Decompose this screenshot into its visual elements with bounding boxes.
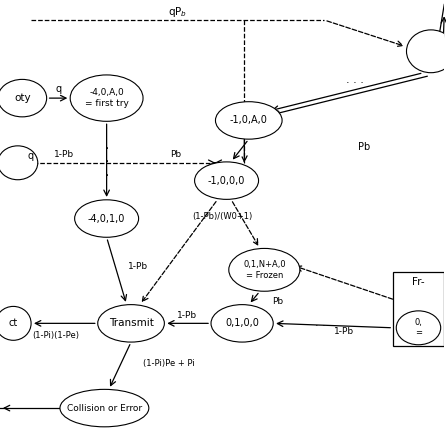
Text: .: . (104, 138, 109, 152)
Text: 0,1,0,0: 0,1,0,0 (225, 318, 259, 328)
Text: oty: oty (14, 93, 30, 103)
Text: Fr-: Fr- (413, 277, 425, 287)
Ellipse shape (194, 162, 259, 199)
Text: (1-Pb)/(W0+1): (1-Pb)/(W0+1) (192, 212, 252, 221)
Ellipse shape (0, 79, 47, 117)
Ellipse shape (0, 306, 31, 340)
Text: 0,1,N+A,0
= Frozen: 0,1,N+A,0 = Frozen (243, 260, 285, 280)
Ellipse shape (215, 102, 282, 139)
Text: ct: ct (9, 318, 18, 328)
Text: 1-Pb: 1-Pb (128, 262, 148, 271)
Text: Collision or Error: Collision or Error (67, 404, 142, 413)
Text: . . .: . . . (315, 318, 333, 328)
Text: . . .: . . . (347, 75, 364, 85)
Text: qP$_b$: qP$_b$ (168, 5, 187, 19)
Text: Pb: Pb (272, 297, 283, 306)
Text: -4,0,1,0: -4,0,1,0 (88, 214, 125, 223)
Text: .: . (104, 165, 109, 179)
Ellipse shape (60, 389, 149, 427)
Text: Transmit: Transmit (109, 318, 153, 328)
Ellipse shape (211, 305, 273, 342)
Ellipse shape (74, 200, 139, 237)
Ellipse shape (0, 146, 38, 180)
Text: (1-Pi)Pe + Pi: (1-Pi)Pe + Pi (143, 359, 195, 368)
Text: 1-Pb: 1-Pb (177, 311, 197, 320)
Text: 0,
=: 0, = (414, 318, 422, 338)
Text: 1-Pb: 1-Pb (54, 150, 74, 159)
Text: -1,0,A,0: -1,0,A,0 (230, 116, 268, 125)
Ellipse shape (229, 248, 300, 291)
Text: Pb: Pb (358, 142, 371, 152)
Text: .: . (104, 151, 109, 165)
Ellipse shape (98, 305, 165, 342)
Ellipse shape (406, 30, 446, 73)
Text: -1,0,0,0: -1,0,0,0 (208, 176, 245, 186)
Text: -4,0,A,0
= first try: -4,0,A,0 = first try (85, 88, 128, 108)
FancyBboxPatch shape (393, 272, 444, 346)
Text: q: q (27, 151, 33, 161)
Text: Pb: Pb (170, 150, 181, 159)
Text: (1-Pi)(1-Pe): (1-Pi)(1-Pe) (32, 331, 79, 340)
Text: q: q (55, 84, 62, 94)
Ellipse shape (396, 311, 441, 345)
Text: 1-Pb: 1-Pb (334, 327, 355, 336)
Ellipse shape (70, 75, 143, 121)
